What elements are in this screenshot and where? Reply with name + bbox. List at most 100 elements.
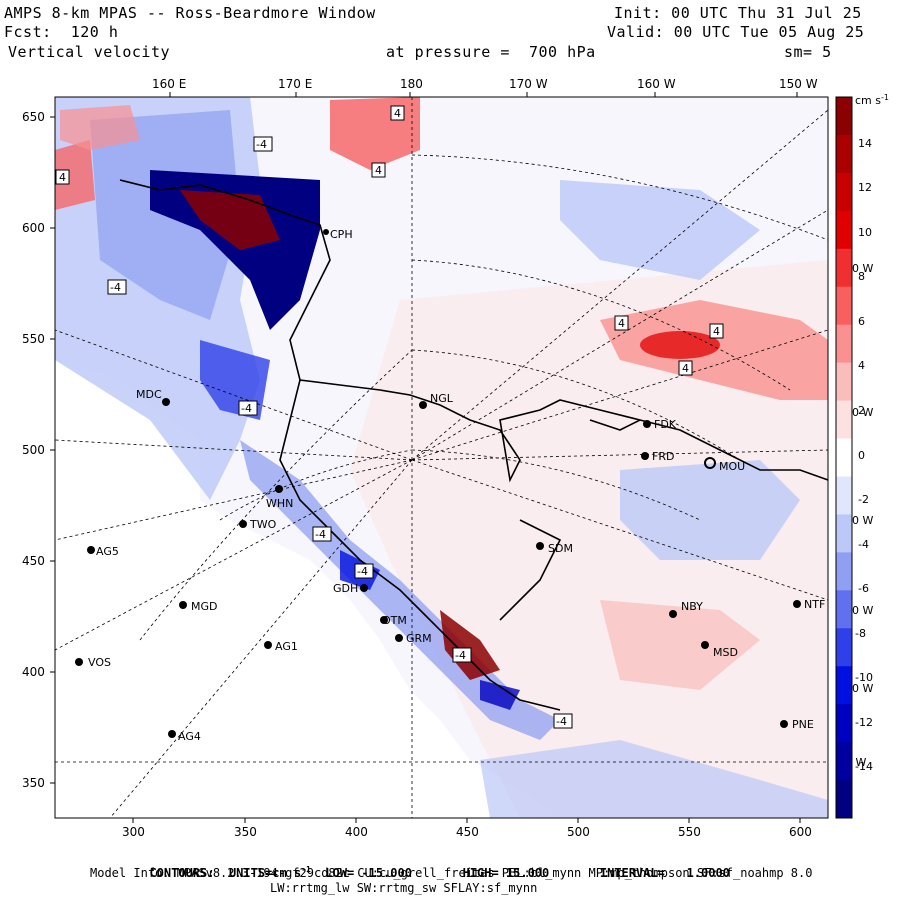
left-tick-label: 650: [22, 110, 45, 124]
station-marker: SDM: [536, 542, 573, 555]
left-tick-label: 550: [22, 332, 45, 346]
station-marker: MOU: [704, 457, 745, 473]
colorbar-label: 6: [858, 315, 865, 328]
colorbar-label: 14: [858, 137, 872, 150]
model-info: Model Info: MPASv8.2.3-194-gf29cd82c CU:…: [90, 866, 813, 880]
svg-text:4: 4: [59, 171, 66, 184]
bottom-tick-label: 600: [789, 825, 812, 839]
field-name: Vertical velocity: [8, 43, 171, 61]
contours-info: CONTOURS: UNITS=cm s-1 LOW= -15.000 HIGH…: [149, 865, 730, 880]
value-box: 4: [390, 105, 405, 121]
colorbar-swatch: [836, 476, 852, 515]
station-marker: MDC: [136, 388, 170, 406]
top-axis: 160 E 170 E 180 170 W 160 W 150 W: [152, 77, 818, 97]
valid-time: Valid: 00 UTC Tue 05 Aug 25: [607, 23, 865, 41]
colorbar-swatch: [836, 742, 852, 781]
svg-text:4: 4: [682, 362, 689, 375]
colorbar-label: 10: [858, 226, 872, 239]
physics-info: LW:rrtmg_lw SW:rrtmg_sw SFLAY:sf_mynn: [270, 881, 538, 895]
value-box: 4: [709, 323, 724, 339]
colorbar-label: -10: [855, 671, 873, 684]
bottom-tick-label: 300: [122, 825, 145, 839]
svg-text:4: 4: [375, 164, 382, 177]
init-time: Init: 00 UTC Thu 31 Jul 25: [614, 4, 862, 22]
value-box: -4: [253, 136, 273, 152]
svg-text:-4: -4: [556, 715, 567, 728]
svg-text:NBY: NBY: [681, 600, 703, 613]
station-marker: AG1: [264, 640, 298, 653]
colorbar-unit: cm s-1: [855, 93, 889, 107]
colorbar-label: 0: [858, 449, 865, 462]
svg-text:SDM: SDM: [548, 542, 573, 555]
colorbar-swatch: [836, 590, 852, 629]
colorbar-label: -6: [858, 582, 869, 595]
station-marker: PNE: [780, 718, 814, 731]
colorbar-label: 4: [858, 359, 865, 372]
field-layer: [55, 97, 828, 818]
value-box: -4: [107, 279, 127, 295]
svg-text:AG5: AG5: [96, 545, 119, 558]
value-box: 4: [678, 360, 693, 376]
value-boxes: 4 4 4 4 4 4 -4 -4 -4 -4 -4 -4 -4: [55, 105, 724, 729]
value-box: -4: [553, 713, 573, 729]
colorbar-swatch: [836, 134, 852, 174]
svg-text:VOS: VOS: [88, 656, 111, 669]
top-tick-label: 170 W: [509, 77, 548, 91]
coastline: [119, 179, 828, 711]
station-marker: FRD: [641, 450, 674, 463]
colorbar-swatch: [836, 400, 852, 440]
colorbar-swatch: [836, 704, 852, 743]
svg-text:-4: -4: [315, 528, 326, 541]
station-marker: MSD: [701, 641, 738, 659]
top-tick-label: 160 W: [637, 77, 676, 91]
top-tick-label: 150 W: [779, 77, 818, 91]
svg-text:FDK: FDK: [654, 418, 677, 431]
station-marker: NBY: [669, 600, 703, 618]
station-marker: GDH: [333, 582, 368, 595]
bottom-tick-label: 450: [456, 825, 479, 839]
colorbar-swatch: [836, 628, 852, 667]
colorbar-swatch: [836, 552, 852, 591]
colorbar-swatch: [836, 780, 852, 819]
value-box: 4: [371, 162, 386, 178]
svg-text:GRM: GRM: [406, 632, 432, 645]
station-marker: VOS: [75, 656, 111, 669]
svg-text:4: 4: [618, 317, 625, 330]
svg-text:FRD: FRD: [652, 450, 674, 463]
station-marker: GRM: [395, 632, 432, 645]
colorbar-swatch: [836, 324, 852, 364]
svg-text:MOU: MOU: [719, 460, 745, 473]
bottom-axis: 300 350 400 450 500 550 600: [122, 818, 812, 839]
svg-text:MDC: MDC: [136, 388, 162, 401]
bottom-tick-label: 500: [567, 825, 590, 839]
svg-text:OTM: OTM: [382, 614, 407, 627]
colorbar-label: 12: [858, 181, 872, 194]
stations: MDC NGL FDK FRD MOU WHN TWO AG5 SDM MGD …: [75, 228, 825, 743]
svg-text:-4: -4: [455, 649, 466, 662]
value-box: 4: [614, 315, 629, 331]
station-marker: AG5: [87, 545, 119, 558]
svg-text:TWO: TWO: [249, 518, 277, 531]
colorbar-label: -2: [858, 493, 869, 506]
pressure-level: at pressure = 700 hPa: [386, 43, 596, 61]
value-box: -4: [238, 400, 258, 416]
left-tick-label: 350: [22, 776, 45, 790]
left-tick-label: 450: [22, 554, 45, 568]
colorbar-label: -14: [855, 760, 873, 773]
svg-text:NGL: NGL: [430, 392, 454, 405]
colorbar-swatch: [836, 438, 852, 477]
station-marker: CPH: [323, 228, 353, 241]
value-box: 4: [55, 169, 70, 185]
colorbar-swatch: [836, 210, 852, 250]
station-marker: OTM: [380, 614, 407, 627]
svg-text:-4: -4: [241, 402, 252, 415]
graticule: [55, 97, 828, 818]
left-axis: 650 600 550 500 450 400 350: [22, 110, 55, 790]
svg-text:MSD: MSD: [713, 646, 738, 659]
colorbar-label: 2: [858, 404, 865, 417]
plot-frame: [54, 96, 829, 819]
bottom-tick-label: 350: [234, 825, 257, 839]
colorbar-swatch: [836, 514, 852, 553]
colorbar: [835, 96, 853, 819]
